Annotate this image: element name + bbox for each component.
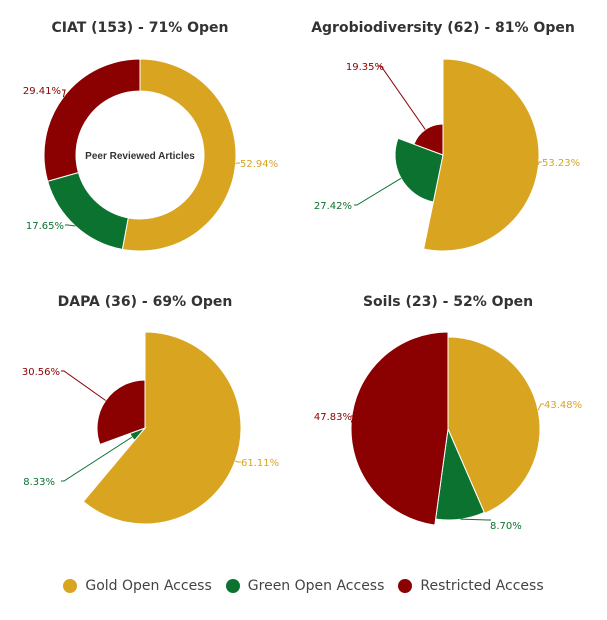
pie-slice-green-open-access[interactable] xyxy=(47,171,129,250)
pie-slice-restricted-access[interactable] xyxy=(350,331,449,526)
legend-item-green[interactable]: Green Open Access xyxy=(225,578,385,594)
pie-slice-restricted-access[interactable] xyxy=(43,58,141,182)
pie-slice-green-open-access[interactable] xyxy=(394,137,444,203)
pie-chart-2: Agrobiodiversity (62) - 81% Open 53.23% 27… xyxy=(311,20,580,252)
pie-chart-4: Soils (23) - 52% Open 43.48% 8.70% 47.83% xyxy=(314,294,582,532)
chart-title: Soils (23) - 52% Open xyxy=(363,294,533,310)
pie-slice-gold-open-access[interactable] xyxy=(447,336,541,515)
leader-line xyxy=(61,370,106,401)
pie-slice-gold-open-access[interactable] xyxy=(82,331,242,525)
data-label: 53.23% xyxy=(542,158,580,169)
leader-line xyxy=(235,460,241,463)
legend-swatch-restricted xyxy=(398,579,413,593)
pie-slice-gold-open-access[interactable] xyxy=(121,58,237,252)
data-label: 19.35% xyxy=(346,62,384,73)
chart-title: DAPA (36) - 69% Open xyxy=(58,294,233,310)
legend-swatch-gold xyxy=(63,579,78,593)
legend-label-green: Green Open Access xyxy=(247,578,385,594)
data-label: 52.94% xyxy=(240,159,278,170)
chart-title: Agrobiodiversity (62) - 81% Open xyxy=(311,20,575,36)
leader-line xyxy=(62,89,66,98)
leader-line xyxy=(538,161,542,165)
legend-swatch-green xyxy=(225,579,240,593)
legend-label-restricted: Restricted Access xyxy=(420,578,544,594)
pie-charts-canvas: CIAT (153) - 71% Open 52.94% 17.65% 29.41% P… xyxy=(22,20,582,532)
data-label: 61.11% xyxy=(241,458,279,469)
data-label: 43.48% xyxy=(544,400,582,411)
leader-line xyxy=(235,162,240,165)
pie-chart-1: CIAT (153) - 71% Open 52.94% 17.65% 29.41% P… xyxy=(23,20,278,252)
data-label: 29.41% xyxy=(23,86,61,97)
data-label: 30.56% xyxy=(22,367,60,378)
pie-slice-restricted-access[interactable] xyxy=(413,123,444,156)
pie-chart-3: DAPA (36) - 69% Open 61.11% 8.33% 30.56% xyxy=(22,294,279,525)
data-label: 8.33% xyxy=(23,477,55,488)
leader-line xyxy=(354,177,402,206)
leader-line xyxy=(61,436,133,482)
data-label: 17.65% xyxy=(26,221,64,232)
legend-label-gold: Gold Open Access xyxy=(85,578,212,594)
data-label: 27.42% xyxy=(314,201,352,212)
leader-line xyxy=(378,65,426,130)
center-label: Peer Reviewed Articles xyxy=(85,151,195,162)
chart-title: CIAT (153) - 71% Open xyxy=(51,20,228,36)
legend: Gold Open Access Green Open Access Restr… xyxy=(0,572,607,600)
leader-line xyxy=(537,403,544,411)
data-label: 47.83% xyxy=(314,412,352,423)
legend-item-gold[interactable]: Gold Open Access xyxy=(63,578,212,594)
leader-line xyxy=(350,415,355,423)
leader-line xyxy=(65,224,76,227)
data-label: 8.70% xyxy=(490,521,522,532)
leader-line xyxy=(460,518,491,521)
legend-item-restricted[interactable]: Restricted Access xyxy=(398,578,544,594)
